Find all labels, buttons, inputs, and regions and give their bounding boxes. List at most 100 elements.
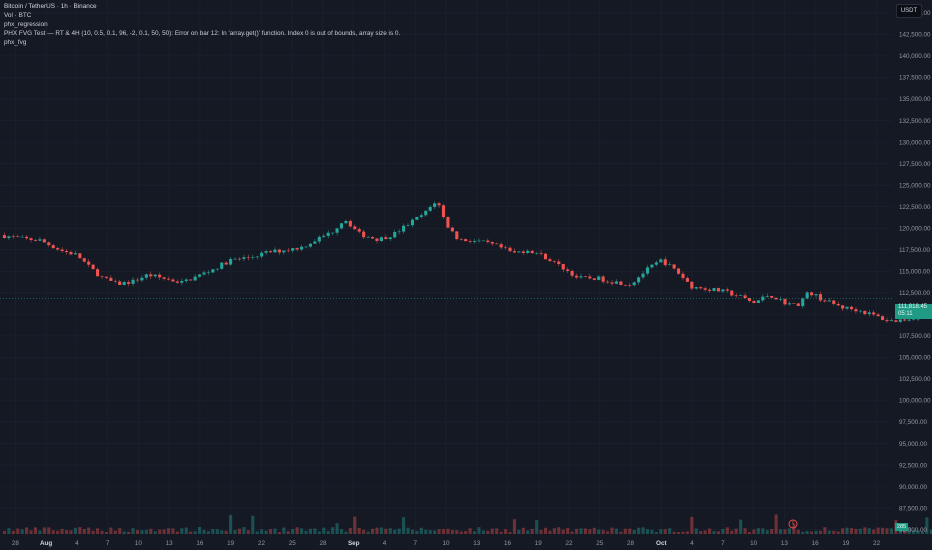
volume-bar	[703, 530, 707, 534]
candle-body	[140, 277, 144, 281]
volume-bar	[663, 529, 667, 534]
volume-bar	[286, 531, 290, 534]
volume-bar	[588, 529, 592, 534]
legend-volume[interactable]: Vol · BTC	[4, 11, 32, 19]
candle-body	[716, 288, 721, 292]
candle-body	[193, 276, 197, 281]
candle-body	[663, 259, 667, 266]
volume-bar	[20, 529, 24, 534]
volume-bar	[823, 527, 827, 534]
y-tick-label: 90,000.00	[899, 484, 928, 491]
candle-body	[184, 279, 188, 281]
candle-body	[300, 246, 304, 250]
candle-body	[517, 251, 521, 253]
volume-bar	[29, 530, 33, 534]
candle-body	[521, 251, 525, 254]
candle-body	[637, 277, 641, 283]
volume-bar	[166, 528, 171, 534]
legend-fvg[interactable]: phx_fvg	[4, 38, 27, 46]
candle-body	[597, 276, 601, 280]
candle-body	[175, 281, 179, 283]
volume-bar	[579, 528, 583, 534]
x-tick-label: 7	[413, 540, 417, 547]
volume-bar	[801, 531, 805, 534]
candle-body	[273, 249, 277, 253]
legend-fvg-test-error[interactable]: PHX FVG Test — RT & 4H (10, 0.5, 0.1, 96…	[4, 29, 401, 37]
candle-body	[490, 242, 494, 244]
last-price-value: 111,818.45	[898, 304, 928, 310]
candle-body	[189, 279, 193, 281]
volume-bar	[149, 528, 153, 534]
volume-bar	[739, 519, 743, 534]
candle-body	[388, 237, 392, 240]
volume-bar	[11, 530, 15, 534]
x-tick-label: 22	[873, 540, 881, 547]
volume-bar	[867, 528, 871, 534]
volume-bar	[326, 531, 330, 534]
volume-bar	[889, 528, 893, 534]
candle-body	[570, 270, 574, 276]
volume-bar	[566, 528, 570, 534]
candle-body	[557, 261, 561, 264]
y-tick-label: 107,500.00	[899, 333, 931, 340]
volume-bar	[552, 528, 556, 534]
candle-body	[87, 261, 91, 265]
candle-body	[747, 297, 752, 302]
y-tick-label: 127,500.00	[899, 161, 931, 168]
volume-bar	[224, 530, 228, 534]
candle-body	[246, 257, 250, 258]
candle-body	[588, 276, 592, 279]
candle-body	[694, 287, 698, 289]
currency-button[interactable]: USDT	[896, 4, 922, 18]
volume-bar	[313, 528, 317, 534]
candle-body	[16, 236, 20, 238]
candle-body	[654, 262, 658, 265]
time-axis[interactable]: 28 Aug 4 7 10 13 16 19 22 25 28 Sep 4 7 10 13 16 19 22 25 28…	[12, 540, 881, 547]
y-tick-label: 100,000.00	[899, 398, 931, 405]
candle-body	[397, 231, 401, 233]
volume-bar	[370, 528, 375, 534]
volume-bar	[543, 527, 548, 534]
candle-body	[410, 219, 415, 226]
candle-body	[730, 290, 734, 296]
candle-body	[455, 231, 459, 240]
y-tick-label: 97,500.00	[899, 419, 928, 426]
candle-body	[801, 298, 805, 307]
candle-body	[11, 236, 15, 238]
candle-body	[51, 245, 55, 249]
candle-body	[712, 288, 716, 291]
volume-bar	[308, 528, 312, 534]
candle-body	[277, 249, 281, 253]
volume-bar	[33, 527, 38, 534]
volume-bar	[135, 530, 140, 534]
volume-bar	[521, 527, 525, 534]
volume-bar	[273, 528, 277, 534]
volume-bar	[876, 527, 880, 534]
candle-body	[326, 232, 330, 236]
legend-regression[interactable]: phx_regression	[4, 20, 48, 28]
volume-bar	[734, 528, 738, 534]
volume-bar	[730, 530, 734, 534]
candle-body	[832, 300, 836, 304]
volume-bar	[570, 531, 574, 534]
candle-body	[25, 236, 29, 239]
volume-bar	[477, 527, 481, 534]
volume-bar	[233, 529, 237, 534]
replay-icon[interactable]	[788, 519, 798, 529]
candle-body	[198, 274, 202, 277]
candle-body	[472, 240, 477, 242]
volume-bar	[499, 531, 503, 534]
candle-body	[858, 310, 862, 312]
volume-bar	[339, 529, 344, 534]
volume-bar	[597, 529, 601, 534]
candle-body	[384, 237, 388, 240]
candle-body	[601, 276, 605, 282]
x-tick-label: 25	[289, 540, 297, 547]
volume-bar	[841, 528, 845, 534]
y-tick-label: 120,000.00	[899, 225, 931, 232]
volume-bar	[220, 530, 224, 534]
volume-bar	[676, 531, 681, 534]
legend-symbol[interactable]: Bitcoin / TetherUS · 1h · Binance	[4, 3, 97, 10]
